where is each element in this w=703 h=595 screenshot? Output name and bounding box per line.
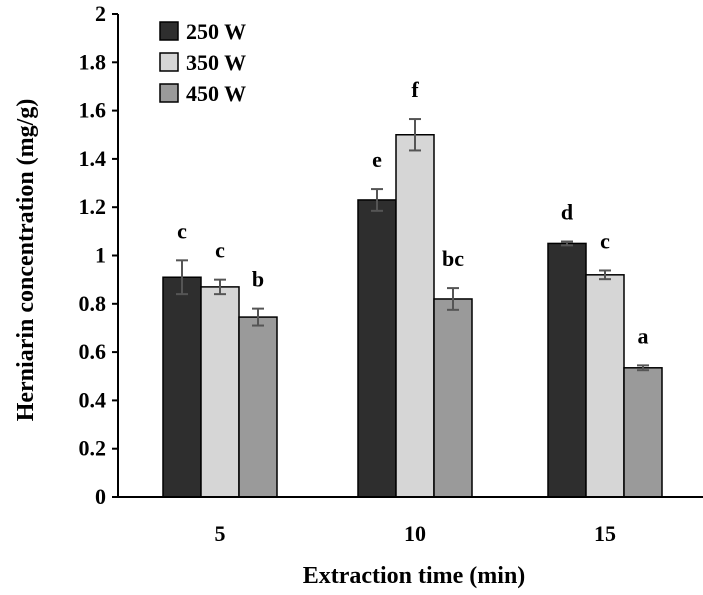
y-axis-title: Herniarin concentration (mg/g) bbox=[13, 99, 39, 422]
y-tick-label: 0.6 bbox=[79, 339, 107, 364]
legend-swatch bbox=[159, 52, 179, 72]
significance-label: f bbox=[411, 77, 419, 102]
bar bbox=[585, 274, 625, 498]
significance-label: c bbox=[600, 228, 610, 253]
y-tick-label: 1.4 bbox=[79, 146, 107, 171]
bar bbox=[395, 134, 435, 498]
y-axis-ticks: 0 0.2 0.4 0.6 0.8 1 1.2 1.4 1.6 1.8 2 bbox=[79, 1, 118, 509]
significance-label: e bbox=[372, 147, 382, 172]
y-tick-label: 1.8 bbox=[79, 49, 107, 74]
significance-label: bc bbox=[442, 246, 464, 271]
y-tick-label: 0.4 bbox=[79, 387, 107, 412]
bar bbox=[547, 242, 587, 498]
x-tick-label: 10 bbox=[404, 521, 426, 546]
significance-label: c bbox=[177, 218, 187, 243]
legend-label: 250 W bbox=[186, 19, 246, 44]
y-tick-label: 1 bbox=[95, 243, 106, 268]
bar bbox=[200, 286, 240, 498]
y-tick-label: 1.6 bbox=[79, 98, 107, 123]
legend-label: 350 W bbox=[186, 50, 246, 75]
legend-swatch bbox=[159, 83, 179, 103]
x-axis-ticks: 5 10 15 bbox=[215, 521, 617, 546]
y-tick-label: 1.2 bbox=[79, 194, 107, 219]
y-tick-label: 0.8 bbox=[79, 291, 107, 316]
x-tick-label: 15 bbox=[594, 521, 616, 546]
y-tick-label: 0 bbox=[95, 484, 106, 509]
bar bbox=[623, 367, 663, 498]
legend: 250 W 350 W 450 W bbox=[159, 19, 246, 106]
significance-label: a bbox=[638, 323, 649, 348]
legend-swatch bbox=[159, 21, 179, 41]
bar bbox=[238, 316, 278, 498]
x-axis-title: Extraction time (min) bbox=[303, 563, 526, 589]
y-tick-label: 0.2 bbox=[79, 436, 107, 461]
bars bbox=[162, 134, 663, 498]
bar bbox=[162, 276, 202, 498]
significance-labels: c c b e f bc d c a bbox=[177, 77, 648, 348]
legend-label: 450 W bbox=[186, 81, 246, 106]
error-bars bbox=[176, 118, 649, 372]
bar bbox=[357, 199, 397, 498]
significance-label: c bbox=[215, 238, 225, 263]
y-tick-label: 2 bbox=[95, 1, 106, 26]
significance-label: d bbox=[561, 199, 573, 224]
significance-label: b bbox=[252, 267, 264, 292]
x-tick-label: 5 bbox=[215, 521, 226, 546]
axes bbox=[117, 14, 703, 498]
bar bbox=[433, 298, 473, 498]
